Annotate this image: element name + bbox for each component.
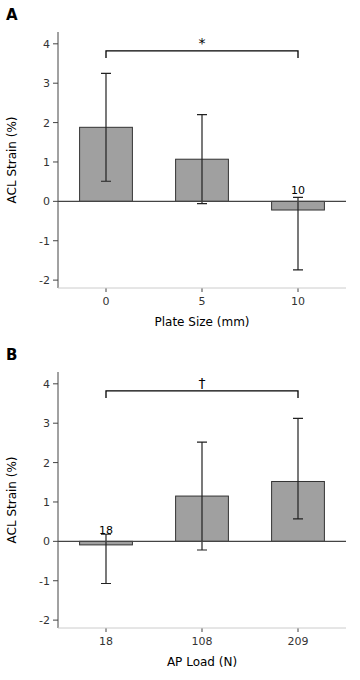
y-tick: [53, 580, 58, 581]
y-tick: [53, 240, 58, 241]
panel: B ACL Strain (%) -2 -1 0 1 2 3 4 18 108 209 AP Load …: [5, 346, 346, 669]
y-tick: [53, 462, 58, 463]
y-tick: [53, 122, 58, 123]
x-tick: [202, 288, 203, 292]
y-tick: [53, 280, 58, 281]
y-tick-label: 3: [43, 77, 50, 90]
annotation: 18: [99, 524, 113, 537]
panel-label: B: [6, 346, 17, 364]
x-tick: [106, 288, 107, 292]
x-tick-label: 5: [199, 295, 206, 308]
significance-label: †: [199, 375, 206, 391]
y-axis-label: ACL Strain (%): [5, 456, 19, 543]
panel: A ACL Strain (%) -2 -1 0 1 2 3 4 0 5 10 Plate Size (…: [5, 6, 346, 329]
y-tick: [53, 383, 58, 384]
y-tick-label: 1: [43, 156, 50, 169]
y-tick: [53, 83, 58, 84]
marks: [80, 418, 325, 583]
y-tick: [53, 501, 58, 502]
error-bar: [293, 197, 303, 269]
x-tick: [106, 628, 107, 632]
x-tick-label: 18: [99, 635, 113, 648]
y-tick-label: -1: [39, 235, 50, 248]
panel-label: A: [6, 6, 18, 24]
baseline: [58, 201, 346, 202]
baseline: [58, 541, 346, 542]
chart-container: AACL Strain (%)-2-1012340510Plate Size (…: [0, 0, 360, 680]
y-axis-line: [58, 32, 59, 288]
significance-bracket: [106, 51, 298, 58]
y-axis-label: ACL Strain (%): [5, 116, 19, 203]
significance-bracket: [106, 391, 298, 398]
y-tick-label: 2: [43, 117, 50, 130]
y-tick: [53, 161, 58, 162]
y-tick-label: -1: [39, 575, 50, 588]
y-tick-label: 4: [43, 38, 50, 51]
y-tick: [53, 541, 58, 542]
y-tick-label: -2: [39, 614, 50, 627]
x-tick: [298, 628, 299, 632]
x-tick: [202, 628, 203, 632]
y-tick: [53, 620, 58, 621]
y-tick-label: 0: [43, 195, 50, 208]
x-tick: [298, 288, 299, 292]
error-bar: [101, 73, 111, 181]
marks: [80, 73, 325, 270]
significance-label: *: [199, 35, 206, 51]
y-tick-label: 0: [43, 535, 50, 548]
x-axis-line: [58, 628, 346, 629]
y-tick-label: 4: [43, 378, 50, 391]
error-bar: [197, 115, 207, 204]
y-axis-line: [58, 372, 59, 628]
y-tick-label: 2: [43, 457, 50, 470]
x-tick-label: 209: [288, 635, 309, 648]
x-axis-line: [58, 288, 346, 289]
y-tick: [53, 43, 58, 44]
x-axis-label: Plate Size (mm): [154, 315, 249, 329]
error-bar: [197, 442, 207, 550]
annotation: 10: [291, 184, 305, 197]
y-tick-label: -2: [39, 274, 50, 287]
error-bar: [293, 418, 303, 518]
x-tick-label: 10: [291, 295, 305, 308]
chart-svg: AACL Strain (%)-2-1012340510Plate Size (…: [0, 0, 360, 680]
y-tick: [53, 201, 58, 202]
y-tick: [53, 423, 58, 424]
x-axis-label: AP Load (N): [167, 655, 237, 669]
x-tick-label: 108: [192, 635, 213, 648]
x-tick-label: 0: [103, 295, 110, 308]
y-tick-label: 1: [43, 496, 50, 509]
y-tick-label: 3: [43, 417, 50, 430]
